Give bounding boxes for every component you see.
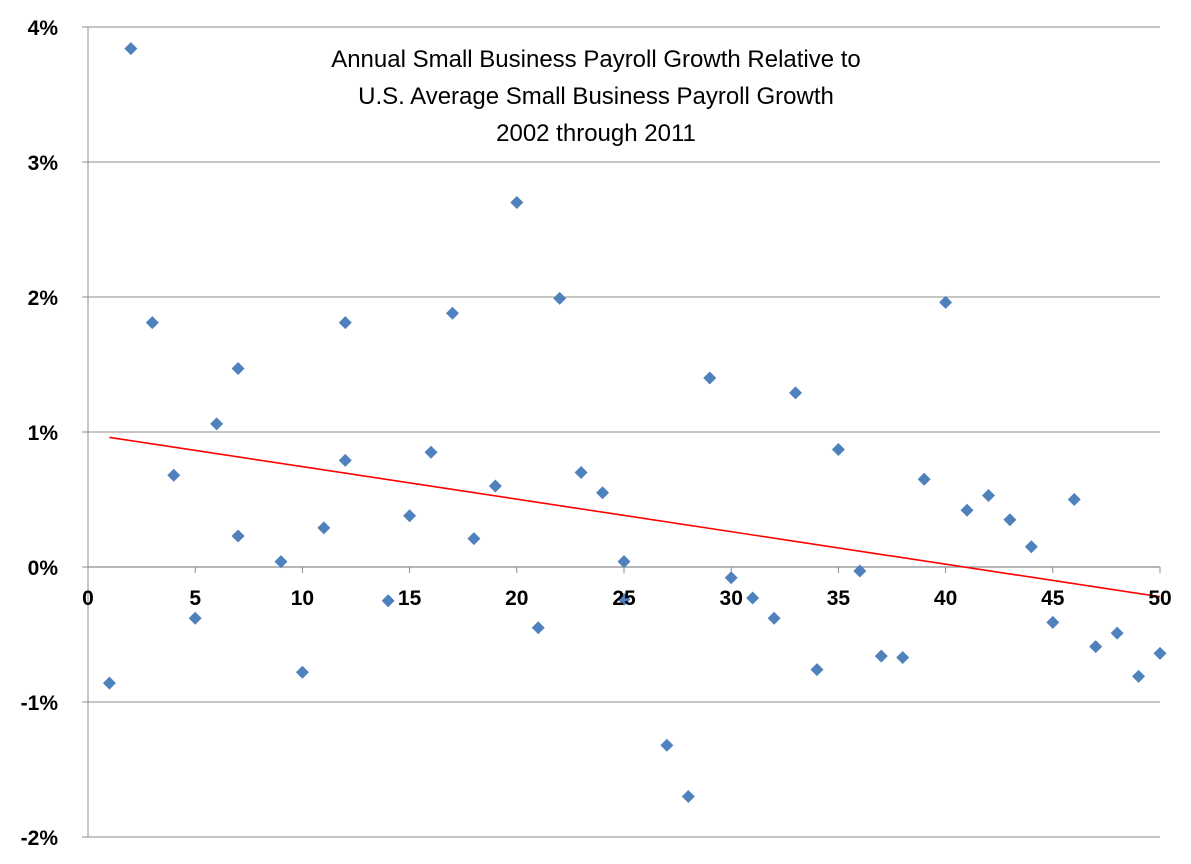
- data-point: [660, 738, 674, 752]
- data-point: [210, 417, 224, 431]
- y-tick-label: 2%: [28, 287, 59, 310]
- data-point: [960, 503, 974, 517]
- data-point: [724, 571, 738, 585]
- y-tick-label: 0%: [28, 557, 59, 580]
- trendline-group: [109, 436, 1161, 598]
- data-point: [531, 621, 545, 635]
- x-tick-label: 25: [612, 587, 636, 610]
- data-point: [789, 386, 803, 400]
- data-point: [831, 443, 845, 457]
- data-point: [917, 472, 931, 486]
- data-point: [102, 676, 116, 690]
- data-point: [896, 650, 910, 664]
- data-point: [445, 306, 459, 320]
- data-point: [145, 316, 159, 330]
- x-tick-label: 15: [398, 587, 422, 610]
- x-tick-label: 30: [720, 587, 743, 610]
- data-point: [188, 611, 202, 625]
- data-point: [1067, 493, 1081, 506]
- gridlines: [88, 26, 1160, 838]
- data-point: [1089, 640, 1103, 654]
- data-point: [874, 649, 888, 663]
- data-point: [424, 445, 438, 459]
- data-point: [338, 316, 352, 330]
- data-point: [1024, 540, 1038, 554]
- data-point: [703, 371, 717, 385]
- data-points: [102, 42, 1167, 803]
- data-point: [510, 196, 524, 209]
- data-point: [488, 479, 502, 493]
- chart-title: Annual Small Business Payroll Growth Rel…: [331, 46, 861, 147]
- data-point: [746, 591, 760, 605]
- data-point: [1046, 615, 1060, 629]
- data-point: [1110, 626, 1124, 640]
- data-point: [574, 466, 588, 479]
- data-point: [617, 555, 631, 569]
- data-point: [403, 509, 417, 523]
- data-point: [1003, 513, 1017, 527]
- x-tick-label: 5: [189, 587, 201, 610]
- data-point: [381, 594, 395, 608]
- x-tick-label: 10: [291, 587, 314, 610]
- data-point: [317, 521, 331, 535]
- x-tick-label: 50: [1148, 587, 1171, 610]
- chart-title-line-3: 2002 through 2011: [496, 120, 696, 147]
- y-tick-label: 4%: [28, 17, 59, 40]
- data-point: [1132, 669, 1146, 683]
- x-tick-label: 45: [1041, 587, 1065, 610]
- data-point: [167, 468, 181, 482]
- y-tick-labels: -2% -1% 0% 1% 2% 3% 4%: [21, 17, 59, 850]
- x-tick-labels: 0 5 10 15 20 25 30 35 40 45 50: [82, 587, 1172, 610]
- data-point: [617, 592, 631, 606]
- data-point: [767, 611, 781, 625]
- trendline: [109, 436, 1161, 598]
- data-point: [338, 453, 352, 467]
- data-point: [596, 486, 610, 500]
- data-point: [553, 291, 567, 305]
- data-point: [295, 665, 309, 679]
- chart-title-line-2: U.S. Average Small Business Payroll Grow…: [358, 83, 834, 110]
- data-point: [231, 529, 245, 543]
- y-tick-label: 3%: [28, 152, 59, 175]
- data-point: [681, 790, 695, 803]
- data-point: [274, 555, 288, 569]
- x-tick-label: 20: [505, 587, 528, 610]
- data-point: [1153, 646, 1167, 660]
- data-point: [939, 295, 953, 309]
- x-tick-label: 0: [82, 587, 94, 610]
- data-point: [981, 488, 995, 502]
- y-tick-label: -2%: [21, 827, 59, 850]
- data-point: [853, 564, 867, 578]
- data-point: [810, 663, 824, 677]
- x-tick-label: 40: [934, 587, 957, 610]
- data-point: [467, 532, 481, 546]
- x-tick-label: 35: [827, 587, 851, 610]
- chart-title-line-1: Annual Small Business Payroll Growth Rel…: [331, 46, 861, 73]
- data-point: [124, 42, 138, 56]
- y-tick-label: -1%: [21, 692, 59, 715]
- y-tick-label: 1%: [28, 422, 59, 445]
- data-point: [231, 362, 245, 376]
